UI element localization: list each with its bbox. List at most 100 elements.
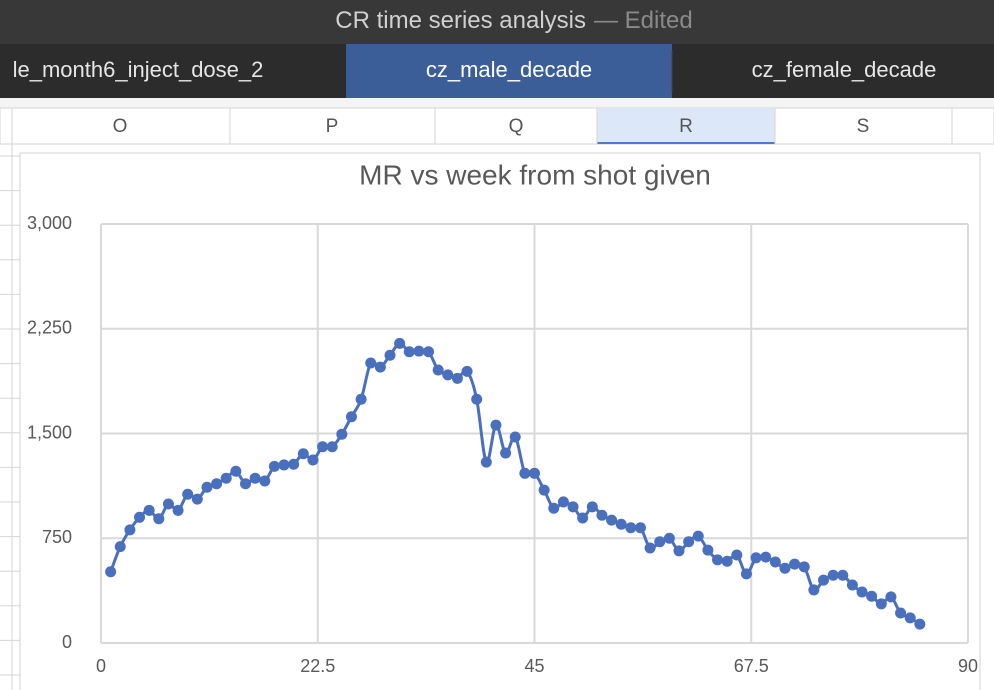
column-header[interactable]: Q — [509, 116, 524, 137]
x-tick-label: 45 — [524, 656, 544, 676]
window-title: CR time series analysis — Edited — [335, 7, 692, 34]
data-point — [153, 513, 165, 525]
data-point — [191, 493, 203, 505]
data-point — [567, 501, 579, 513]
data-point — [442, 369, 454, 381]
data-point — [577, 512, 589, 524]
data-point — [143, 504, 155, 516]
x-tick-label: 22.5 — [300, 656, 335, 676]
data-point — [365, 357, 377, 369]
data-point — [548, 502, 560, 514]
data-point — [124, 524, 136, 536]
data-point — [240, 478, 251, 490]
data-point — [837, 569, 849, 581]
selected-column — [597, 108, 775, 144]
data-point — [249, 472, 261, 484]
column-header[interactable]: O — [113, 116, 128, 137]
data-point — [914, 618, 926, 630]
tab[interactable]: cz_male_decade — [426, 57, 592, 82]
data-point — [644, 542, 656, 554]
data-point — [673, 545, 685, 557]
data-point — [317, 441, 329, 453]
window-name: CR time series analysis — [335, 7, 586, 34]
column-header-row — [0, 107, 994, 145]
data-point — [480, 456, 492, 468]
data-point — [625, 522, 637, 534]
data-point — [875, 598, 887, 610]
data-point — [288, 458, 300, 470]
y-tick-label: 2,250 — [27, 318, 72, 338]
data-point — [423, 346, 435, 358]
chart-title: MR vs week from shot given — [359, 159, 711, 190]
x-tick-label: 0 — [96, 656, 106, 676]
window-status: — Edited — [594, 7, 693, 34]
data-point — [634, 522, 646, 534]
data-point — [663, 532, 675, 544]
x-tick-label: 90 — [958, 656, 978, 676]
data-point — [114, 541, 126, 553]
data-point — [182, 488, 194, 500]
data-point — [538, 484, 550, 496]
data-point — [336, 428, 348, 440]
data-point — [259, 475, 271, 487]
data-point — [692, 530, 704, 542]
y-tick-label: 750 — [42, 527, 72, 547]
data-point — [750, 552, 762, 564]
data-point — [789, 558, 801, 570]
data-point — [798, 561, 810, 573]
title-bar — [0, 0, 994, 44]
data-point — [384, 349, 396, 361]
data-point — [432, 364, 444, 376]
data-point — [808, 584, 820, 596]
data-point — [403, 346, 415, 358]
data-point — [615, 518, 627, 530]
data-point — [278, 459, 290, 471]
data-point — [230, 465, 242, 477]
data-point — [904, 612, 916, 624]
data-point — [172, 504, 184, 516]
data-point — [461, 365, 473, 377]
data-point — [769, 556, 781, 568]
y-tick-label: 3,000 — [27, 213, 72, 233]
data-point — [885, 591, 897, 603]
data-point — [134, 511, 146, 523]
data-point — [105, 566, 117, 578]
data-point — [201, 481, 213, 493]
y-tick-label: 0 — [62, 632, 72, 652]
data-point — [490, 419, 502, 431]
column-header[interactable]: P — [326, 116, 339, 137]
tab[interactable]: cz_female_decade — [752, 57, 937, 82]
data-point — [654, 536, 666, 548]
data-point — [326, 441, 338, 453]
x-tick-label: 67.5 — [734, 656, 769, 676]
column-header[interactable]: S — [857, 116, 870, 137]
tab[interactable]: le_month6_inject_dose_2 — [13, 57, 264, 82]
toolbar-gap — [0, 98, 994, 108]
active-tab[interactable] — [346, 44, 672, 98]
data-point — [413, 345, 425, 357]
data-point — [866, 590, 878, 602]
data-point — [712, 554, 724, 566]
data-point — [509, 431, 521, 443]
data-point — [162, 498, 174, 510]
column-header[interactable]: R — [679, 116, 693, 137]
data-point — [211, 478, 223, 490]
data-point — [760, 551, 772, 563]
data-point — [779, 562, 791, 574]
data-point — [471, 393, 483, 405]
data-point — [818, 574, 829, 586]
data-point — [731, 549, 743, 561]
data-point — [268, 460, 280, 472]
data-point — [220, 472, 232, 484]
data-point — [451, 372, 463, 384]
data-point — [557, 496, 569, 508]
data-point — [740, 568, 752, 580]
data-point — [529, 467, 540, 479]
data-point — [500, 447, 512, 459]
data-point — [345, 411, 357, 423]
data-point — [374, 361, 386, 373]
y-tick-label: 1,500 — [27, 422, 72, 442]
data-point — [895, 607, 907, 619]
